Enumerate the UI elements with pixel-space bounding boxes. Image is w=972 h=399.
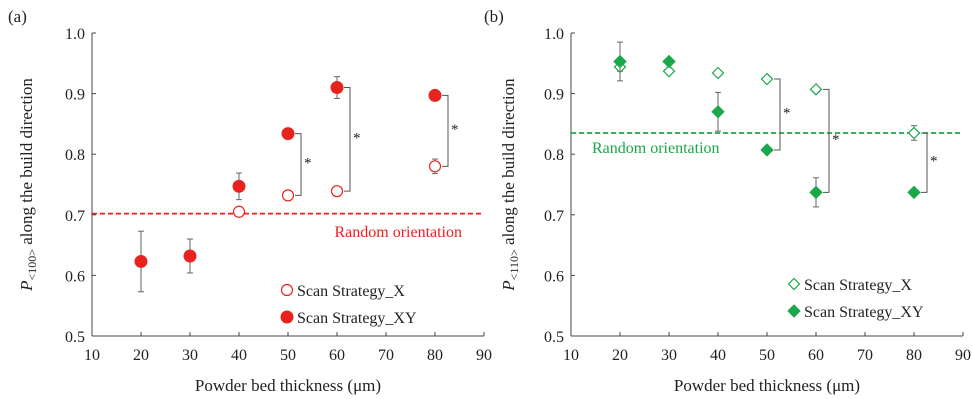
legend-marker (787, 304, 801, 318)
series-scan-strategy-x (613, 60, 921, 141)
data-point (428, 88, 442, 102)
series-scan-strategy-xy (134, 76, 442, 293)
y-tick-label: 0.7 (544, 208, 564, 225)
legend-marker (787, 277, 801, 291)
y-tick-label: 0.8 (544, 147, 564, 164)
panel-label: (a) (8, 7, 27, 26)
data-point (907, 185, 921, 200)
x-tick-label: 80 (427, 347, 443, 364)
legend: Scan Strategy_X Scan Strategy_XY (787, 277, 924, 321)
data-point (428, 160, 442, 173)
x-tick-label: 50 (280, 347, 296, 364)
x-tick-label: 20 (612, 347, 628, 364)
x-tick-label: 10 (563, 347, 579, 364)
chart-panel-a: (a) 0.5 0.6 0.7 0.8 0.9 1.0 10 20 30 40 50 60 70 80 90 P… (8, 7, 492, 395)
data-point (330, 81, 344, 95)
data-point (711, 66, 725, 80)
significance-star: * (304, 156, 312, 172)
x-tick-label: 90 (476, 347, 492, 364)
random-orientation-label: Random orientation (334, 224, 462, 241)
data-point (232, 179, 246, 193)
significance-bracket (921, 132, 928, 193)
data-point (907, 126, 921, 140)
significance-bracket (344, 87, 351, 192)
x-tick-label: 80 (906, 347, 922, 364)
y-axis-title-subscript: <110> (507, 249, 521, 280)
legend-marker (280, 310, 294, 324)
data-point (281, 189, 295, 202)
significance-star: * (451, 122, 459, 138)
x-tick-label: 70 (378, 347, 394, 364)
data-point (809, 83, 823, 96)
significance-star: * (353, 130, 361, 146)
legend-marker (280, 283, 294, 297)
y-axis-title-text: along the build direction (17, 78, 36, 249)
x-tick-label: 70 (857, 347, 873, 364)
x-tick-label: 30 (661, 347, 677, 364)
y-tick-label: 0.9 (65, 87, 85, 104)
y-tick-label: 0.6 (65, 268, 85, 285)
legend-label: Scan Strategy_X (804, 277, 912, 294)
y-tick-label: 0.8 (65, 147, 85, 164)
data-point (662, 54, 676, 69)
y-axis-title-symbol: P (499, 280, 518, 291)
data-point (134, 254, 148, 268)
significance-star: * (783, 106, 791, 122)
significance-bracket (295, 133, 302, 196)
y-tick-label: 1.0 (544, 26, 564, 43)
data-point (613, 54, 627, 69)
data-point (183, 249, 197, 263)
x-tick-label: 30 (182, 347, 198, 364)
x-tick-label: 50 (759, 347, 775, 364)
random-orientation-label: Random orientation (592, 140, 720, 157)
data-point (760, 143, 774, 157)
panel-label: (b) (484, 7, 504, 26)
x-axis-title: Powder bed thickness (μm) (674, 376, 860, 395)
x-tick-label: 60 (329, 347, 345, 364)
significance-star: * (832, 132, 840, 148)
series-scan-strategy-xy (613, 41, 921, 208)
x-tick-label: 20 (133, 347, 149, 364)
y-axis-title-symbol: P (17, 281, 36, 292)
y-axis-title: P<110> along the build direction (499, 78, 521, 292)
x-axis-title: Powder bed thickness (μm) (195, 376, 381, 395)
y-axis-title-subscript: <100> (25, 249, 39, 281)
y-tick-label: 0.7 (65, 208, 85, 225)
x-tick-label: 40 (231, 347, 247, 364)
y-tick-label: 0.6 (544, 268, 564, 285)
x-tick-label: 10 (84, 347, 100, 364)
data-point (330, 185, 344, 198)
x-tick-label: 90 (955, 347, 971, 364)
significance-bracket (442, 94, 449, 167)
data-point (760, 72, 774, 86)
y-tick-label: 0.5 (65, 329, 85, 346)
y-axis-title-text: along the build direction (499, 78, 518, 249)
x-tick-label: 40 (710, 347, 726, 364)
series-scan-strategy-x (232, 158, 442, 218)
data-point (232, 205, 246, 218)
data-point (809, 185, 823, 200)
chart-panel-b: (b) 0.5 0.6 0.7 0.8 0.9 1.0 10 20 30 40 50 60 70 80 90 P… (484, 7, 971, 395)
x-tick-label: 60 (808, 347, 824, 364)
y-tick-label: 0.9 (544, 87, 564, 104)
legend-label: Scan Strategy_XY (297, 310, 417, 327)
y-tick-label: 1.0 (65, 26, 85, 43)
data-point (281, 127, 295, 141)
legend-label: Scan Strategy_XY (804, 304, 924, 321)
legend: Scan Strategy_X Scan Strategy_XY (280, 283, 417, 327)
significance-bracket (823, 88, 830, 193)
y-tick-label: 0.5 (544, 329, 564, 346)
significance-star: * (930, 154, 938, 170)
data-point (711, 105, 725, 119)
data-point (662, 64, 676, 78)
y-axis-title: P<100> along the build direction (17, 78, 39, 292)
significance-bracket (774, 78, 781, 151)
legend-label: Scan Strategy_X (297, 283, 405, 300)
